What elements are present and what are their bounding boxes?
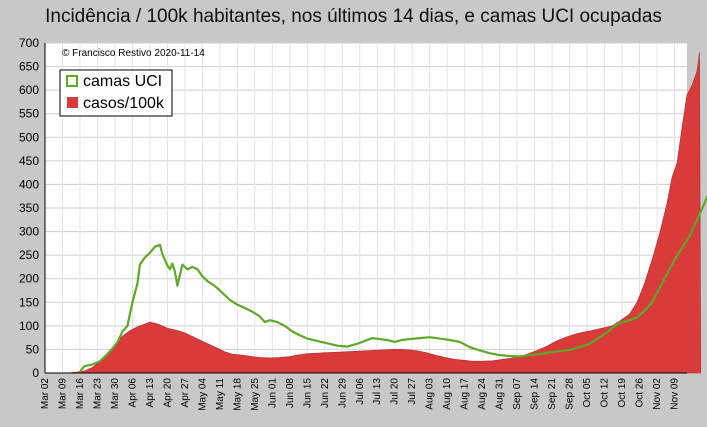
x-tick-label: Apr 20	[162, 378, 173, 408]
copyright-annotation: © Francisco Restivo 2020-11-14	[62, 48, 205, 59]
x-tick-label: Apr 27	[180, 378, 191, 408]
x-tick-label: May 11	[215, 378, 226, 410]
x-tick-label: Jun 01	[267, 378, 278, 408]
x-tick-label: Apr 06	[127, 378, 138, 408]
x-tick-label: Sep 21	[547, 378, 558, 410]
y-tick-label: 50	[26, 342, 40, 356]
x-tick-label: May 25	[250, 378, 261, 411]
x-tick-label: Sep 07	[512, 378, 523, 410]
x-tick-label: Mar 23	[92, 378, 103, 410]
y-tick-label: 0	[32, 366, 39, 380]
x-tick-label: Jul 27	[407, 378, 418, 405]
y-tick-label: 400	[19, 177, 39, 191]
x-tick-label: Nov 09	[670, 378, 681, 410]
x-tick-label: Oct 12	[600, 378, 611, 408]
y-tick-label: 600	[19, 83, 39, 97]
legend-swatch-camas-uci	[66, 75, 78, 87]
x-tick-label: Jul 06	[355, 378, 366, 405]
x-tick-label: Sep 28	[565, 378, 576, 410]
x-tick-label: Mar 09	[57, 378, 68, 410]
x-tick-label: Oct 05	[582, 378, 593, 408]
legend-label-casos-100k: casos/100k	[83, 95, 165, 112]
x-tick-label: May 04	[197, 378, 208, 411]
x-tick-label: Oct 26	[635, 378, 646, 408]
y-tick-label: 450	[19, 154, 39, 168]
legend-label-camas-uci: camas UCI	[83, 73, 162, 90]
x-tick-label: May 18	[232, 378, 243, 411]
x-tick-label: Mar 16	[75, 378, 86, 410]
chart-title: Incidência / 100k habitantes, nos último…	[45, 6, 662, 27]
y-tick-label: 550	[19, 107, 39, 121]
y-tick-label: 200	[19, 272, 39, 286]
y-tick-label: 500	[19, 130, 39, 144]
x-tick-label: Sep 14	[530, 378, 541, 410]
x-tick-label: Jun 08	[285, 378, 296, 408]
series-area-casos-100k	[45, 52, 702, 374]
y-tick-label: 150	[19, 295, 39, 309]
x-tick-label: Aug 24	[477, 378, 488, 410]
y-tick-label: 650	[19, 60, 39, 74]
x-tick-label: Aug 10	[442, 378, 453, 410]
x-tick-label: Jun 29	[337, 378, 348, 408]
x-tick-label: Jun 15	[302, 378, 313, 408]
x-tick-label: Oct 19	[617, 378, 628, 408]
x-tick-label: Jun 22	[320, 378, 331, 408]
x-tick-label: Nov 02	[652, 378, 663, 410]
y-tick-label: 700	[19, 36, 39, 50]
x-tick-label: Aug 03	[425, 378, 436, 410]
x-tick-label: Aug 17	[460, 378, 471, 410]
legend-box	[59, 69, 173, 117]
x-tick-label: Apr 13	[145, 378, 156, 408]
x-tick-label: Mar 30	[110, 378, 121, 410]
y-tick-label: 350	[19, 201, 39, 215]
y-tick-label: 250	[19, 248, 39, 262]
y-tick-label: 100	[19, 319, 39, 333]
legend-swatch-casos-100k	[67, 97, 78, 108]
x-tick-label: Mar 02	[40, 378, 51, 410]
x-tick-label: Jul 20	[390, 378, 401, 405]
x-tick-label: Aug 31	[495, 378, 506, 410]
y-tick-label: 300	[19, 225, 39, 239]
series-line-camas-uci	[79, 194, 707, 373]
x-tick-label: Jul 13	[372, 378, 383, 405]
